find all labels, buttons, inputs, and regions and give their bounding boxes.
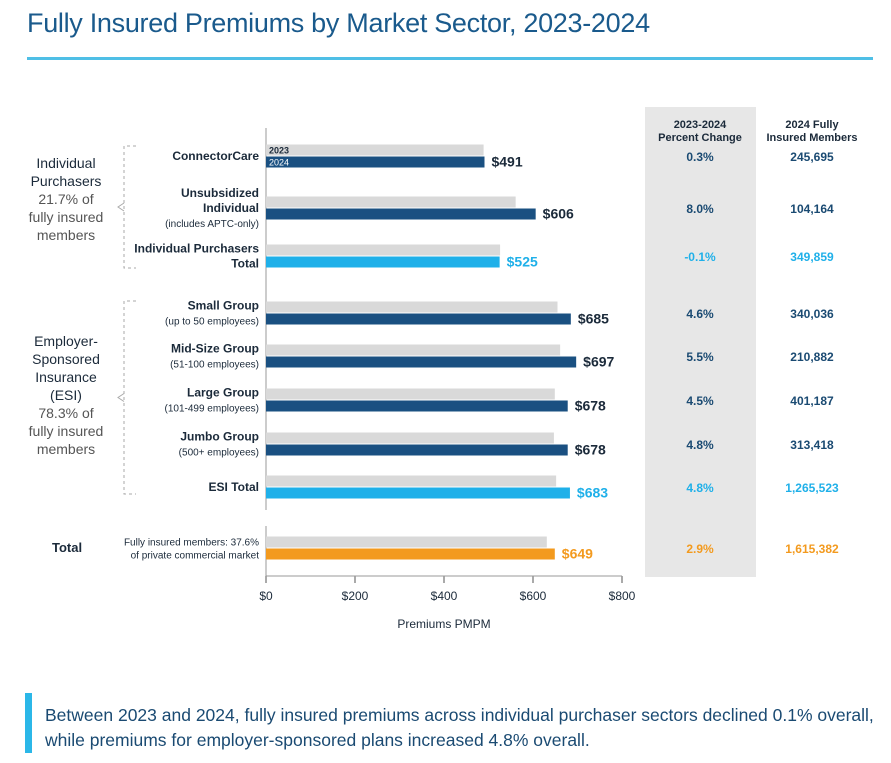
- bar-2023: [266, 432, 554, 444]
- bar-2024: [266, 356, 577, 368]
- bar-2024: [266, 487, 570, 499]
- x-tick-label: $200: [342, 589, 369, 603]
- members-value: 313,418: [790, 438, 834, 452]
- group-label: Employer-Sponsored Insurance (ESI): [32, 333, 100, 403]
- bar-2023: [266, 536, 547, 548]
- bar-value-label: $683: [577, 485, 608, 501]
- percent-change-header: 2023-2024 Percent Change: [658, 119, 742, 144]
- group-bracket: [123, 145, 136, 269]
- percent-change-value: 4.8%: [686, 481, 714, 495]
- category-label: Jumbo Group: [180, 430, 259, 444]
- group-label: Individual Purchasers: [31, 155, 102, 189]
- bar-2024: [266, 400, 568, 412]
- group-bracket-point: [117, 202, 125, 212]
- percent-change-value: 0.3%: [686, 150, 714, 164]
- bar-2023: [266, 475, 557, 487]
- category-label: ConnectorCare: [172, 149, 259, 163]
- x-tick-label: $800: [609, 589, 636, 603]
- bar-2023: [266, 244, 501, 256]
- x-tick-label: $600: [520, 589, 547, 603]
- category-sublabel: (up to 50 employees): [165, 317, 259, 328]
- bar-value-label: $525: [507, 254, 538, 270]
- category-sublabel: (51-100 employees): [170, 360, 259, 371]
- category-label: Unsubsidized Individual: [181, 186, 259, 215]
- footer-text: Between 2023 and 2024, fully insured pre…: [45, 705, 874, 750]
- bar-value-label: $685: [578, 311, 609, 327]
- bar-2024: [266, 156, 485, 168]
- category-label: Mid-Size Group: [171, 342, 259, 356]
- bar-value-label: $678: [575, 442, 606, 458]
- members-value: 245,695: [790, 150, 834, 164]
- percent-change-value: 4.6%: [686, 307, 714, 321]
- bar-value-label: $678: [575, 398, 606, 414]
- members-value: 104,164: [790, 202, 834, 216]
- category-label: Individual Purchasers Total: [134, 242, 259, 271]
- bar-value-label: $697: [583, 354, 614, 370]
- bar-2023: [266, 144, 484, 156]
- percent-change-value: 8.0%: [686, 202, 714, 216]
- group-label: Total: [52, 540, 82, 555]
- group-bracket: [123, 300, 136, 495]
- percent-change-value: -0.1%: [684, 250, 716, 264]
- category-sublabel: (101-499 employees): [165, 404, 260, 415]
- members-header: 2024 Fully Insured Members: [766, 119, 857, 144]
- percent-change-value: 4.5%: [686, 394, 714, 408]
- category-label: Fully insured members: 37.6% of private c…: [124, 538, 259, 562]
- legend-2024: 2024: [269, 158, 289, 168]
- category-label: Large Group: [187, 386, 259, 400]
- category-sublabel: (500+ employees): [179, 448, 259, 459]
- bar-2023: [266, 301, 558, 313]
- bar-2023: [266, 388, 555, 400]
- x-tick-label: $400: [431, 589, 458, 603]
- group-bracket-point: [117, 393, 125, 402]
- group-share-label: 21.7% of fully insured members: [29, 191, 104, 243]
- bar-value-label: $649: [562, 546, 593, 562]
- title-underline: [27, 57, 873, 60]
- legend-2023: 2023: [269, 146, 289, 156]
- members-value: 210,882: [790, 350, 834, 364]
- group-share-label: 78.3% of fully insured members: [29, 405, 104, 457]
- category-label: ESI Total: [209, 480, 259, 494]
- bar-2023: [266, 344, 561, 356]
- members-value: 349,859: [790, 250, 834, 264]
- premiums-bar-chart: 2023-2024 Percent Change 2024 Fully Insured…: [29, 107, 858, 631]
- members-value: 1,615,382: [785, 542, 839, 556]
- bar-2024: [266, 444, 568, 456]
- footer-callout: Between 2023 and 2024, fully insured pre…: [25, 693, 874, 753]
- bar-2024: [266, 256, 500, 268]
- page-title: Fully Insured Premiums by Market Sector,…: [27, 8, 650, 38]
- x-axis-title: Premiums PMPM: [397, 617, 490, 631]
- x-tick-label: $0: [259, 589, 273, 603]
- bar-2024: [266, 548, 555, 560]
- percent-change-column-bg: [645, 107, 756, 577]
- percent-change-value: 4.8%: [686, 438, 714, 452]
- bar-2024: [266, 313, 571, 325]
- category-sublabel: (includes APTC-only): [165, 219, 259, 230]
- bar-2023: [266, 196, 516, 208]
- category-label: Small Group: [188, 299, 259, 313]
- members-value: 1,265,523: [785, 481, 839, 495]
- members-value: 340,036: [790, 307, 834, 321]
- bar-value-label: $606: [543, 206, 574, 222]
- percent-change-value: 5.5%: [686, 350, 714, 364]
- bar-value-label: $491: [491, 154, 522, 170]
- bar-2024: [266, 208, 536, 220]
- percent-change-value: 2.9%: [686, 542, 714, 556]
- members-value: 401,187: [790, 394, 834, 408]
